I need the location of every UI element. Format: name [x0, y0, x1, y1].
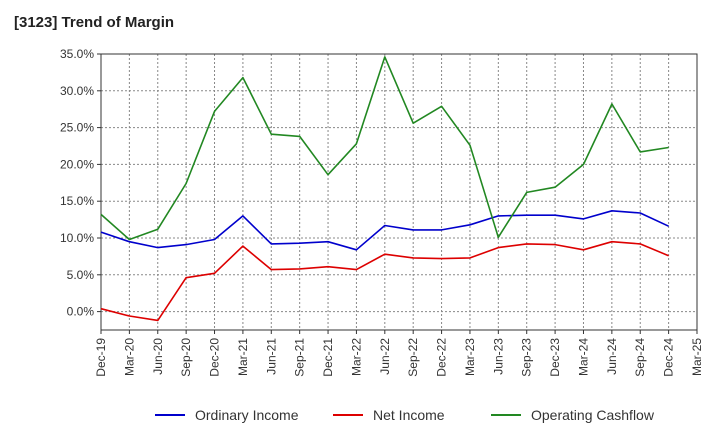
series-line-operating-cashflow — [100, 56, 669, 241]
grid — [100, 53, 698, 330]
x-tick-label: Sep-24 — [633, 338, 647, 377]
y-tick-label: 5.0% — [67, 268, 95, 282]
x-tick-label: Dec-20 — [208, 338, 222, 377]
legend-label-operating-cashflow: Operating Cashflow — [531, 407, 655, 423]
series-line-net-income — [100, 240, 669, 322]
x-tick-label: Sep-20 — [179, 338, 193, 377]
y-axis-ticks: 0.0% 5.0% 10.0% 15.0% 20.0% 25.0% 30.0% 35.0% — [60, 47, 101, 319]
legend: Ordinary Income Net Income Operating Cashf… — [155, 407, 655, 423]
y-tick-label: 20.0% — [60, 157, 94, 171]
y-tick-label: 0.0% — [67, 305, 95, 319]
x-tick-label: Mar-25 — [690, 338, 704, 376]
x-tick-label: Dec-24 — [662, 338, 676, 377]
series-line-ordinary-income — [100, 210, 669, 251]
x-tick-label: Dec-23 — [548, 338, 562, 377]
y-tick-label: 15.0% — [60, 194, 94, 208]
legend-label-net-income: Net Income — [373, 407, 445, 423]
x-axis-ticks: Dec-19 Mar-20 Jun-20 Sep-20 Dec-20 Mar-21 Jun-… — [94, 330, 704, 377]
series-lines — [100, 56, 669, 322]
x-tick-label: Mar-22 — [349, 338, 363, 376]
x-tick-label: Mar-20 — [122, 338, 136, 376]
x-tick-label: Dec-19 — [94, 338, 108, 377]
y-tick-label: 35.0% — [60, 47, 94, 61]
x-tick-label: Mar-21 — [236, 338, 250, 376]
x-tick-label: Jun-21 — [264, 338, 278, 375]
chart-title: [3123] Trend of Margin — [14, 14, 175, 31]
x-tick-label: Sep-22 — [406, 338, 420, 377]
x-tick-label: Sep-21 — [293, 338, 307, 377]
x-tick-label: Mar-24 — [576, 338, 590, 376]
x-tick-label: Dec-21 — [321, 338, 335, 377]
legend-label-ordinary-income: Ordinary Income — [195, 407, 299, 423]
x-tick-label: Jun-20 — [151, 338, 165, 375]
x-tick-label: Jun-22 — [378, 338, 392, 375]
x-tick-label: Dec-22 — [435, 338, 449, 377]
y-tick-label: 25.0% — [60, 121, 94, 135]
x-tick-label: Jun-23 — [491, 338, 505, 375]
y-tick-label: 30.0% — [60, 84, 94, 98]
x-tick-label: Mar-23 — [463, 338, 477, 376]
x-tick-label: Sep-23 — [520, 338, 534, 377]
x-tick-label: Jun-24 — [605, 338, 619, 375]
plot-frame — [100, 53, 698, 331]
y-tick-label: 10.0% — [60, 231, 94, 245]
